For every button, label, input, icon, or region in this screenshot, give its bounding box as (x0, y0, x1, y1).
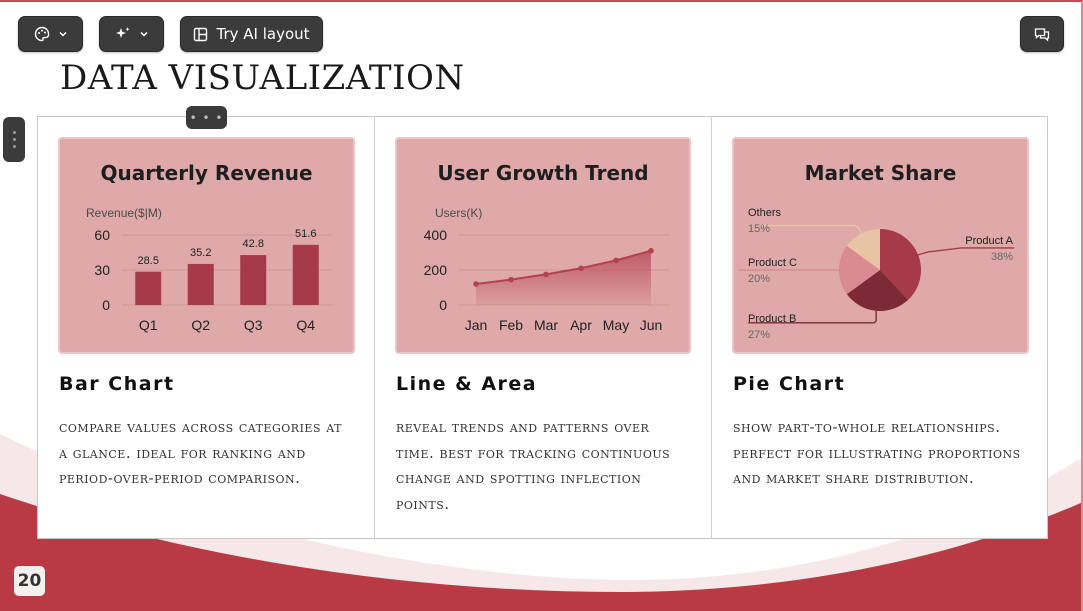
y-tick-label: 30 (94, 262, 110, 278)
layout-icon (194, 27, 208, 41)
bar (240, 255, 267, 305)
bar (292, 244, 319, 305)
comments-button[interactable] (1020, 16, 1064, 52)
try-ai-layout-label: Try AI layout (216, 25, 310, 43)
ai-assist-button[interactable] (99, 16, 164, 52)
drag-handle-top[interactable]: • • • (186, 106, 227, 129)
column-pie-chart[interactable]: Product A 38% Product B 27% Product C 20% Othe… (711, 117, 1047, 538)
bar (187, 263, 214, 305)
chart-card-line[interactable]: Users(K) 400 200 0 Jan Feb Mar Apr May Jun User G… (395, 137, 691, 354)
column-heading: Bar Chart (59, 373, 175, 395)
data-label: 28.5 (138, 255, 159, 267)
x-tick-label: Mar (534, 317, 558, 333)
x-tick-label: Feb (499, 317, 523, 333)
data-point (578, 265, 584, 272)
bar (135, 271, 162, 305)
data-point (508, 276, 514, 283)
data-label: 35.2 (190, 247, 211, 259)
leader-line (758, 224, 863, 234)
slide-title: DATA VISUALIZATION (60, 58, 465, 98)
column-heading: Line & Area (396, 373, 538, 395)
x-tick-label: May (603, 317, 629, 333)
theme-button[interactable] (18, 16, 83, 52)
sparkle-icon (115, 27, 130, 38)
chart-card-bar[interactable]: Revenue($|M) 60 30 0 28.5 Q1 35.2 Q2 42.8 Q3 51.6 Q… (58, 137, 355, 354)
slice-label: Others (748, 207, 782, 219)
y-tick-label: 0 (439, 297, 447, 313)
column-description: REVEAL TRENDS AND PATTERNS OVER TIME. BE… (396, 418, 671, 513)
leader-line (917, 247, 1015, 256)
chart-card-title: User Growth Trend (437, 161, 649, 185)
slice-label: Product C (748, 257, 797, 269)
content-grid[interactable]: Revenue($|M) 60 30 0 28.5 Q1 35.2 Q2 42.8 Q3 51.6 Q… (37, 116, 1048, 539)
chevron-down-icon (58, 31, 67, 37)
pie-chart: Product A 38% Product B 27% Product C 20% Othe… (739, 207, 1015, 341)
slice-percent: 20% (748, 273, 770, 285)
pie-slice (839, 245, 880, 295)
x-tick-label: Q4 (296, 317, 315, 333)
x-tick-label: Q3 (244, 317, 263, 333)
column-description: COMPARE VALUES ACROSS CATEGORIES AT A GL… (59, 418, 342, 487)
drag-handle-left[interactable] (3, 117, 25, 162)
data-point (613, 257, 619, 264)
column-description: SHOW PART-TO-WHOLE RELATIONSHIPS. PERFEC… (733, 418, 1021, 487)
area-fill (476, 250, 651, 305)
x-tick-label: Q1 (139, 317, 158, 333)
chart-card-title: Quarterly Revenue (100, 161, 313, 185)
slice-percent: 38% (991, 251, 1013, 263)
comment-icon (1034, 27, 1050, 41)
y-tick-label: 0 (102, 297, 110, 313)
x-tick-label: Q2 (191, 317, 210, 333)
x-tick-label: Jun (640, 317, 663, 333)
y-tick-label: 400 (424, 227, 448, 243)
pie-slice (846, 229, 880, 270)
chart-card-pie[interactable]: Product A 38% Product B 27% Product C 20% Othe… (732, 137, 1029, 354)
column-bar-chart[interactable]: Revenue($|M) 60 30 0 28.5 Q1 35.2 Q2 42.8 Q3 51.6 Q… (38, 117, 375, 538)
leader-line (748, 310, 877, 324)
x-tick-label: Apr (570, 317, 592, 333)
page-number: 20 (14, 566, 45, 596)
slice-percent: 27% (748, 329, 770, 341)
series-line (475, 249, 652, 285)
slice-label: Product A (965, 235, 1013, 247)
data-label: 51.6 (295, 228, 316, 240)
data-label: 42.8 (243, 238, 264, 250)
try-ai-layout-button[interactable]: Try AI layout (180, 16, 323, 52)
slice-percent: 15% (748, 223, 770, 235)
column-heading: Pie Chart (733, 373, 846, 395)
pie-slice (880, 229, 921, 300)
column-line-area[interactable]: Users(K) 400 200 0 Jan Feb Mar Apr May Jun User G… (374, 117, 711, 538)
chart-card-title: Market Share (804, 161, 957, 185)
chevron-down-icon (139, 31, 148, 37)
y-tick-label: 60 (94, 227, 110, 243)
area-chart: Users(K) 400 200 0 Jan Feb Mar Apr May Jun (424, 206, 669, 333)
data-point (648, 247, 654, 254)
palette-icon (34, 26, 49, 42)
y-axis-label: Users(K) (435, 206, 482, 220)
slice-label: Product B (748, 313, 796, 325)
y-axis-label: Revenue($|M) (86, 206, 162, 220)
data-point (473, 281, 479, 287)
bar-chart: Revenue($|M) 60 30 0 28.5 Q1 35.2 Q2 42.8 Q3 51.6 Q… (86, 206, 332, 333)
x-tick-label: Jan (465, 317, 488, 333)
pie-slice (846, 270, 909, 311)
data-point (543, 271, 549, 278)
y-tick-label: 200 (424, 262, 448, 278)
